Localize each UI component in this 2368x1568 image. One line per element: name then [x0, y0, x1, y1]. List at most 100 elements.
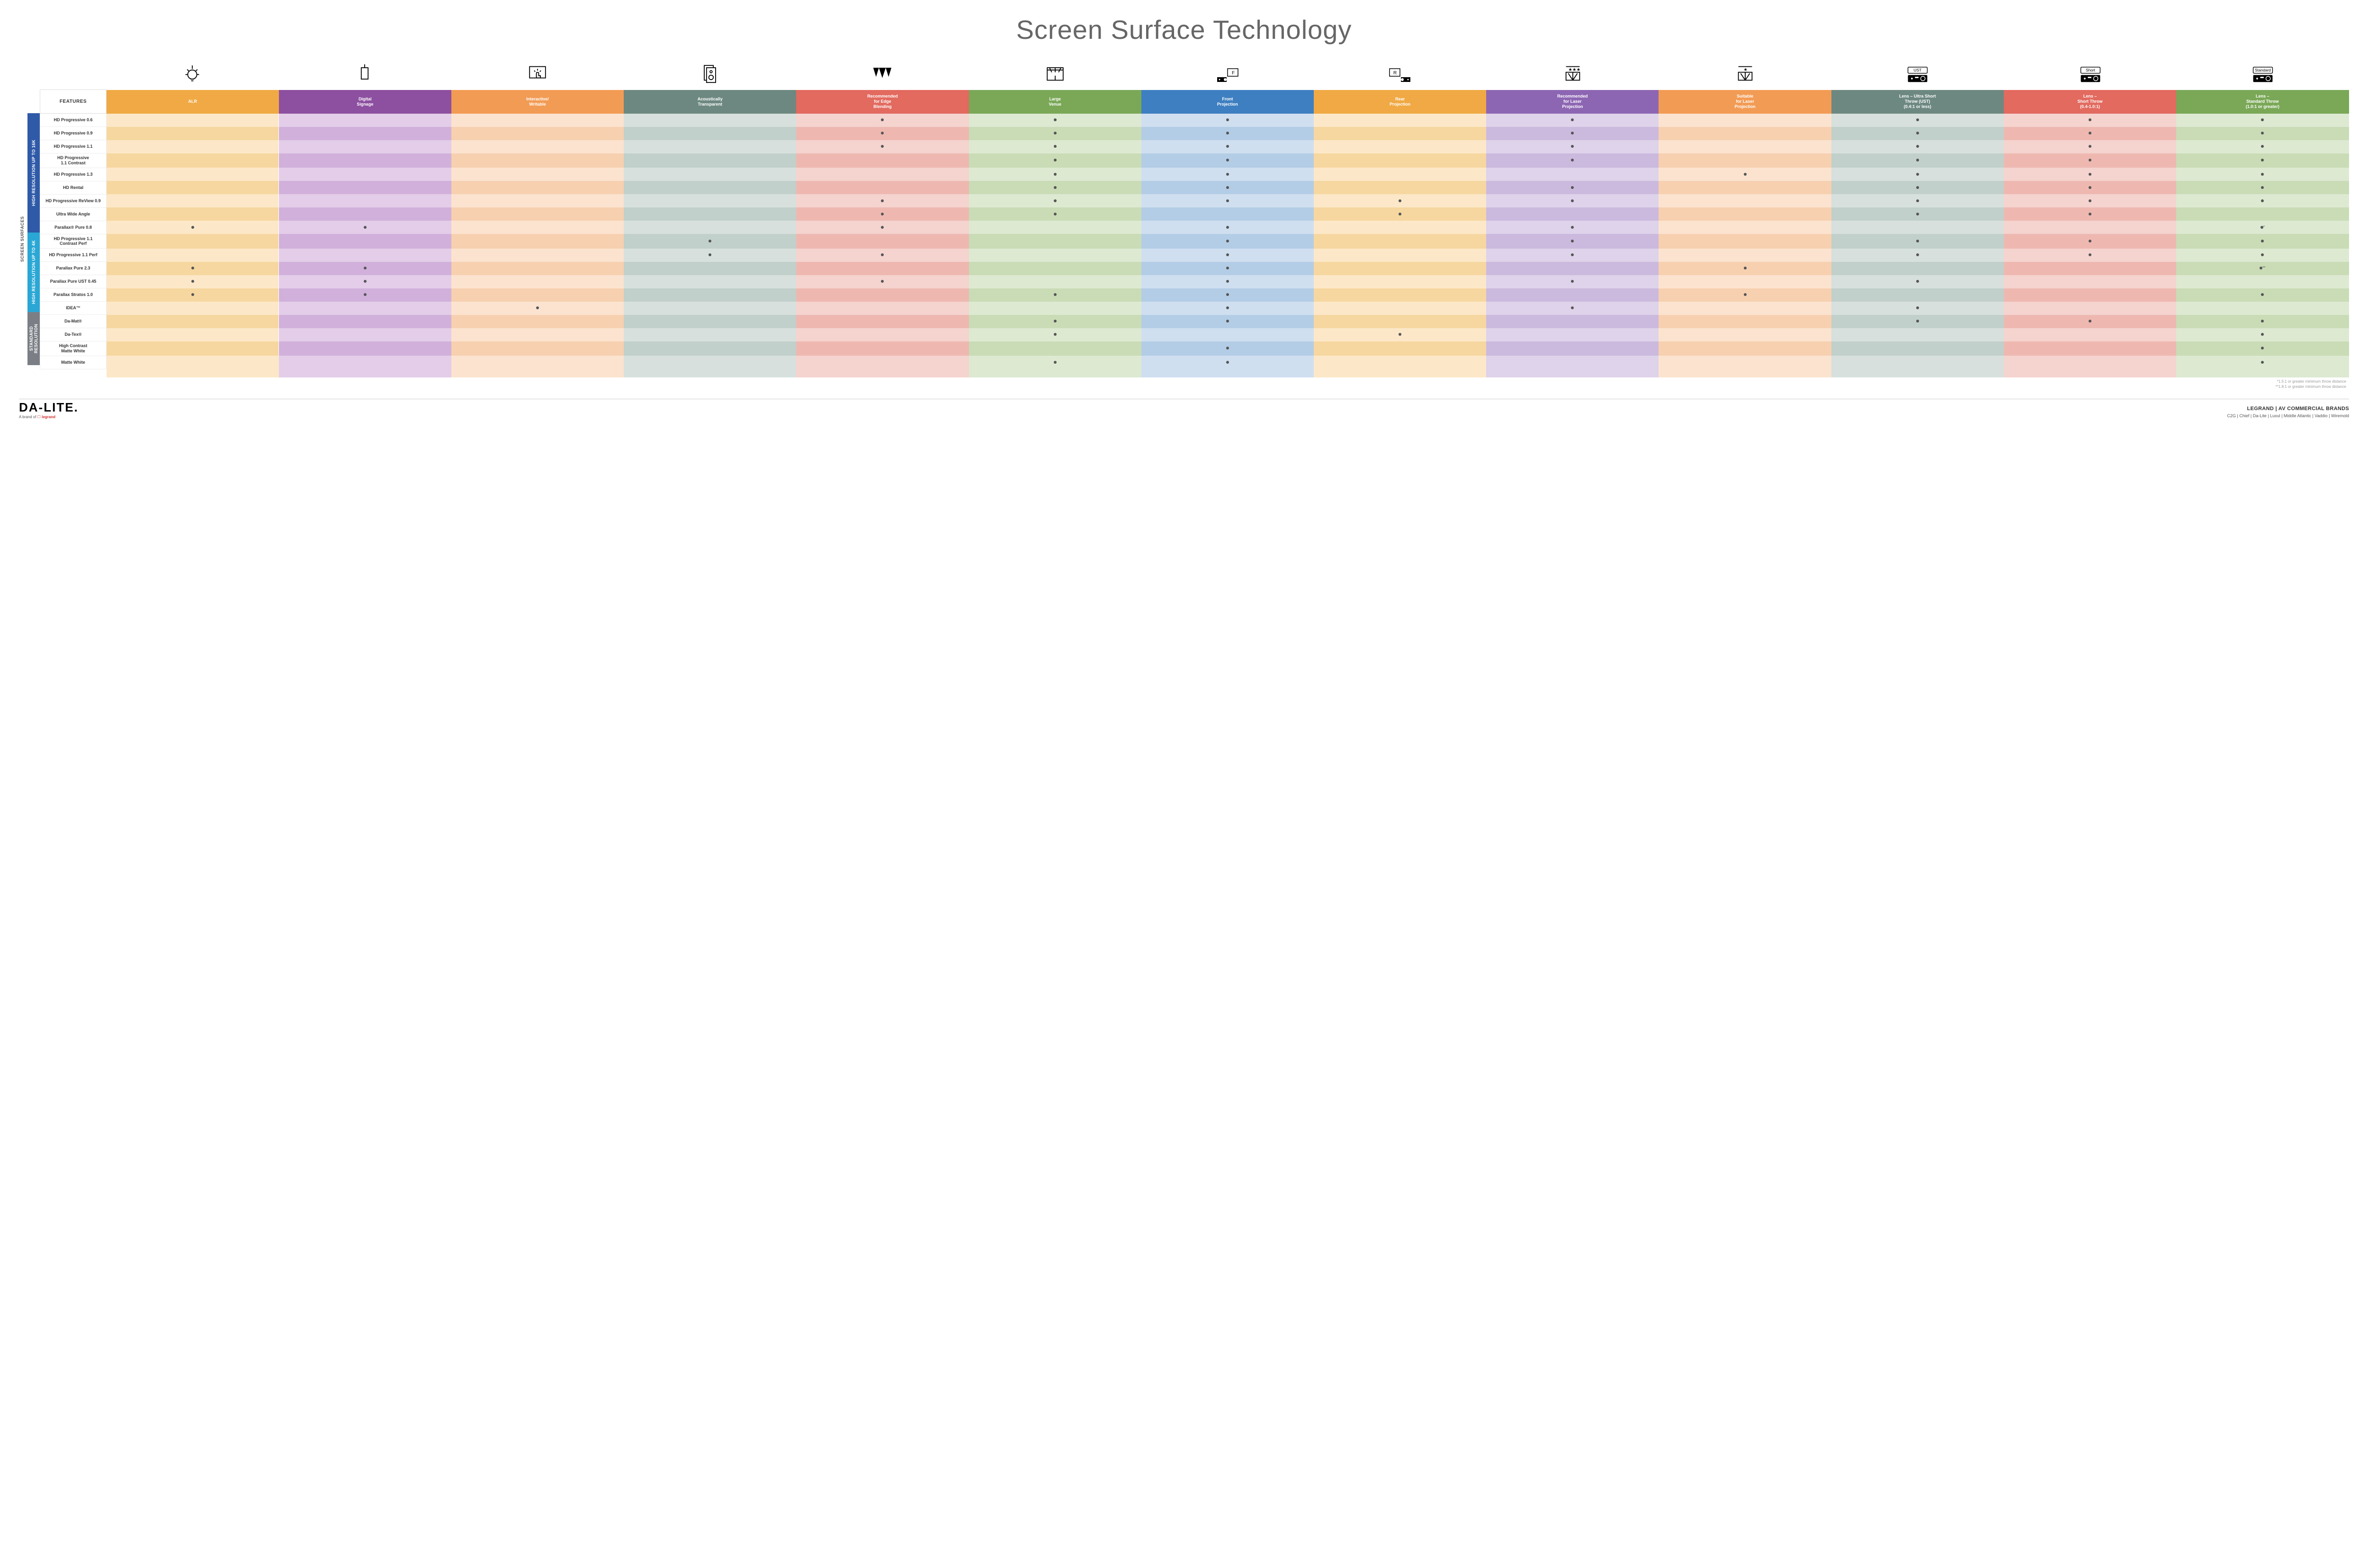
cell: [1659, 275, 1831, 288]
dot-icon: [2261, 173, 2264, 176]
dot-icon: [1226, 186, 1229, 189]
header-alr: ALR: [107, 90, 279, 114]
dot-icon: [1226, 145, 1229, 148]
side-label-screen-surfaces: SCREEN SURFACES: [19, 113, 27, 365]
dot-icon: [1054, 159, 1057, 161]
dot-icon: [1916, 320, 1919, 323]
cell: [969, 221, 1141, 234]
cell: [2004, 221, 2176, 234]
logo-sub-prefix: A brand of: [19, 415, 37, 419]
cell: [1486, 275, 1659, 288]
cell: [1659, 262, 1831, 275]
cell: [624, 234, 796, 249]
svg-text:★: ★: [1743, 67, 1748, 72]
cell: [451, 153, 624, 168]
table-row: HD Progressive 1.1 Perf: [40, 249, 2349, 262]
table-row: Matte White: [40, 356, 2349, 369]
dot-icon: [1054, 361, 1057, 364]
cell: [624, 315, 796, 328]
cell: [1831, 168, 2004, 181]
row-label: HD Rental: [40, 181, 107, 194]
cell: [2176, 153, 2349, 168]
cell: *: [2176, 221, 2349, 234]
cell: [1486, 234, 1659, 249]
dot-icon: [2260, 226, 2263, 229]
cell: [1831, 302, 2004, 315]
column-icon-acoustic: [624, 59, 796, 88]
dot-icon: [1399, 213, 1401, 215]
dot-icon: [1226, 132, 1229, 134]
cell: [1314, 181, 1486, 194]
cell: [1314, 328, 1486, 341]
table-row: Parallax® Pure 0.8*: [40, 221, 2349, 234]
header-short: Lens –Short Throw(0.4-1.0:1): [2004, 90, 2176, 114]
cell: [796, 275, 969, 288]
cell: [1141, 114, 1314, 127]
dot-icon: [1226, 320, 1229, 323]
brands-block: LEGRAND | AV COMMERCIAL BRANDS C2G | Chi…: [2227, 405, 2349, 419]
cell: [1141, 356, 1314, 369]
cell: [969, 127, 1141, 140]
cell: [1486, 288, 1659, 302]
dot-icon: [1054, 186, 1057, 189]
cell: [1831, 114, 2004, 127]
table-row: Ultra Wide Angle: [40, 207, 2349, 221]
cell: [1659, 207, 1831, 221]
dot-icon: [1916, 145, 1919, 148]
dot-icon: [2261, 240, 2264, 242]
dot-icon: [2089, 145, 2091, 148]
cell: [1831, 288, 2004, 302]
table-row: HD Progressive 0.9: [40, 127, 2349, 140]
cell: [1141, 315, 1314, 328]
cell: [624, 262, 796, 275]
dot-icon: [881, 226, 884, 229]
cell: [2004, 168, 2176, 181]
cell: [1486, 249, 1659, 262]
cell: [1659, 140, 1831, 153]
column-icon-suitlaser: ★: [1659, 59, 1831, 88]
dot-icon: [1744, 293, 1747, 296]
column-icon-writable: [451, 59, 624, 88]
cell: [107, 356, 279, 369]
header-signage: DigitalSignage: [279, 90, 451, 114]
cell: [1314, 140, 1486, 153]
dot-icon: [1399, 199, 1401, 202]
cell: [2004, 262, 2176, 275]
dot-icon: [2261, 186, 2264, 189]
dot-icon: [1571, 240, 1574, 242]
cell: **: [2176, 262, 2349, 275]
dot-icon: [1226, 253, 1229, 256]
cell: [279, 127, 451, 140]
cell: [1659, 221, 1831, 234]
cell: [1831, 328, 2004, 341]
dot-icon: [2261, 320, 2264, 323]
cell: [1314, 262, 1486, 275]
cell: [624, 153, 796, 168]
cell: [1831, 221, 2004, 234]
cell: [969, 181, 1141, 194]
cell: [624, 328, 796, 341]
cell: [796, 341, 969, 356]
cell: [2004, 356, 2176, 369]
cell: [1141, 207, 1314, 221]
cell: [1486, 356, 1659, 369]
cell: [451, 207, 624, 221]
dot-icon: [1226, 293, 1229, 296]
cell: [796, 207, 969, 221]
cell: [279, 140, 451, 153]
cell: [1314, 341, 1486, 356]
cell: [1659, 356, 1831, 369]
cell: [969, 207, 1141, 221]
cell: [2176, 181, 2349, 194]
cell: [1141, 302, 1314, 315]
column-icon-alr: [106, 59, 278, 88]
svg-text:Standard: Standard: [2255, 68, 2271, 72]
cell: [1141, 181, 1314, 194]
table-row: Parallax Pure UST 0.45: [40, 275, 2349, 288]
cell: [1141, 234, 1314, 249]
cell: [796, 249, 969, 262]
group-label-g16k: HIGH RESOLUTION UP TO 16K: [27, 113, 40, 233]
cell: [969, 356, 1141, 369]
cell: [1659, 234, 1831, 249]
cell: [279, 275, 451, 288]
